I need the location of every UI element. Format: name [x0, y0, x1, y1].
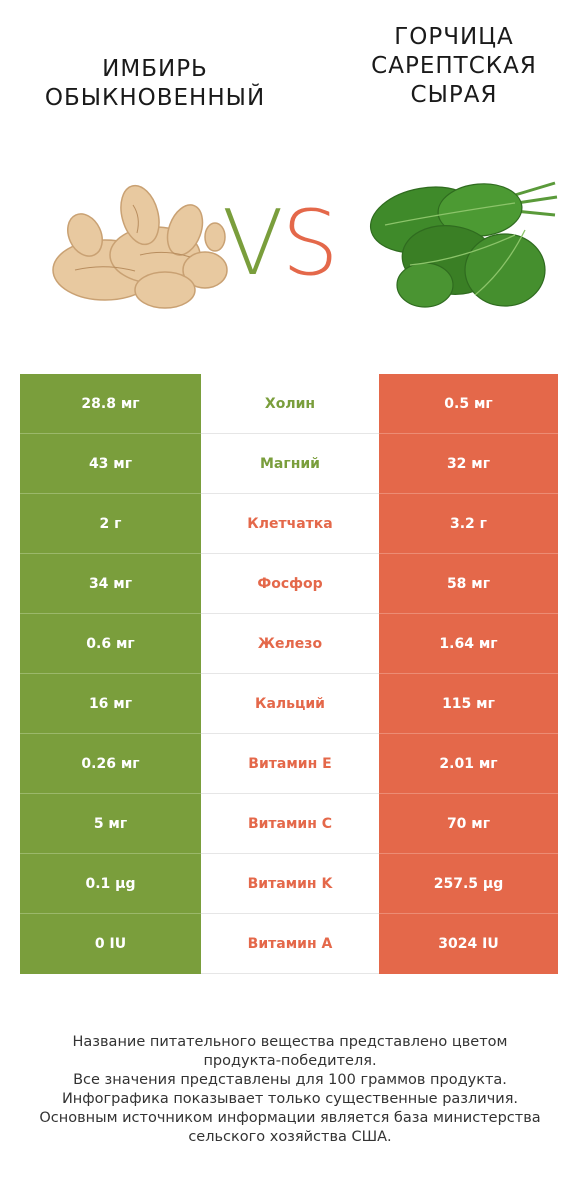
nutrient-name: Фосфор	[201, 554, 379, 614]
right-title-line-3: СЫРАЯ	[410, 82, 498, 108]
table-row: 0.26 мг Витамин E 2.01 мг	[20, 734, 558, 794]
right-value: 70 мг	[379, 794, 558, 854]
versus-v: V	[222, 191, 284, 296]
right-value: 58 мг	[379, 554, 558, 614]
right-product-title: ГОРЧИЦА САРЕПТСКАЯ СЫРАЯ	[338, 23, 570, 110]
footer-line-1: Название питательного вещества представл…	[72, 1034, 508, 1050]
comparison-table: 28.8 мг Холин 0.5 мг 43 мг Магний 32 мг 2 г Кле…	[20, 374, 558, 974]
left-value: 0.26 мг	[20, 734, 201, 794]
right-value: 2.01 мг	[379, 734, 558, 794]
right-value: 0.5 мг	[379, 374, 558, 434]
table-row: 28.8 мг Холин 0.5 мг	[20, 374, 558, 434]
versus-s: S	[281, 191, 339, 296]
table-row: 0 IU Витамин A 3024 IU	[20, 914, 558, 974]
left-value: 43 мг	[20, 434, 201, 494]
left-title-line-2: ОБЫКНОВЕННЫЙ	[44, 85, 266, 111]
left-product-title: ИМБИРЬ ОБЫКНОВЕННЫЙ	[40, 55, 270, 113]
right-value: 32 мг	[379, 434, 558, 494]
nutrient-name: Витамин E	[201, 734, 379, 794]
nutrient-name: Витамин A	[201, 914, 379, 974]
right-value: 257.5 µg	[379, 854, 558, 914]
table-row: 34 мг Фосфор 58 мг	[20, 554, 558, 614]
left-title-line-1: ИМБИРЬ	[102, 56, 208, 82]
nutrient-name: Холин	[201, 374, 379, 434]
nutrient-name: Магний	[201, 434, 379, 494]
right-value: 1.64 мг	[379, 614, 558, 674]
footer-line-5: Основным источником информации является …	[39, 1110, 541, 1126]
right-title-line-1: ГОРЧИЦА	[394, 24, 514, 50]
right-value: 115 мг	[379, 674, 558, 734]
footer-line-2: продукта-победителя.	[203, 1053, 377, 1069]
footer-line-6: сельского хозяйства США.	[188, 1129, 392, 1145]
left-value: 16 мг	[20, 674, 201, 734]
table-row: 16 мг Кальций 115 мг	[20, 674, 558, 734]
left-value: 0.6 мг	[20, 614, 201, 674]
nutrient-name: Витамин C	[201, 794, 379, 854]
right-value: 3.2 г	[379, 494, 558, 554]
right-value: 3024 IU	[379, 914, 558, 974]
nutrient-name: Железо	[201, 614, 379, 674]
footer-line-4: Инфографика показывает только существенн…	[61, 1091, 519, 1107]
mustard-greens-image	[369, 181, 558, 308]
table-row: 5 мг Витамин C 70 мг	[20, 794, 558, 854]
nutrient-name: Кальций	[201, 674, 379, 734]
left-value: 2 г	[20, 494, 201, 554]
ginger-image	[52, 184, 228, 309]
left-value: 0 IU	[20, 914, 201, 974]
footer-line-3: Все значения представлены для 100 граммо…	[73, 1072, 507, 1088]
left-value: 34 мг	[20, 554, 201, 614]
nutrient-name: Клетчатка	[201, 494, 379, 554]
table-row: 43 мг Магний 32 мг	[20, 434, 558, 494]
versus-label: VS	[222, 196, 339, 292]
table-row: 0.6 мг Железо 1.64 мг	[20, 614, 558, 674]
footer-notes: Название питательного вещества представл…	[20, 1033, 560, 1147]
nutrient-name: Витамин K	[201, 854, 379, 914]
table-row: 0.1 µg Витамин K 257.5 µg	[20, 854, 558, 914]
left-value: 28.8 мг	[20, 374, 201, 434]
table-row: 2 г Клетчатка 3.2 г	[20, 494, 558, 554]
left-value: 0.1 µg	[20, 854, 201, 914]
left-value: 5 мг	[20, 794, 201, 854]
right-title-line-2: САРЕПТСКАЯ	[371, 53, 537, 79]
